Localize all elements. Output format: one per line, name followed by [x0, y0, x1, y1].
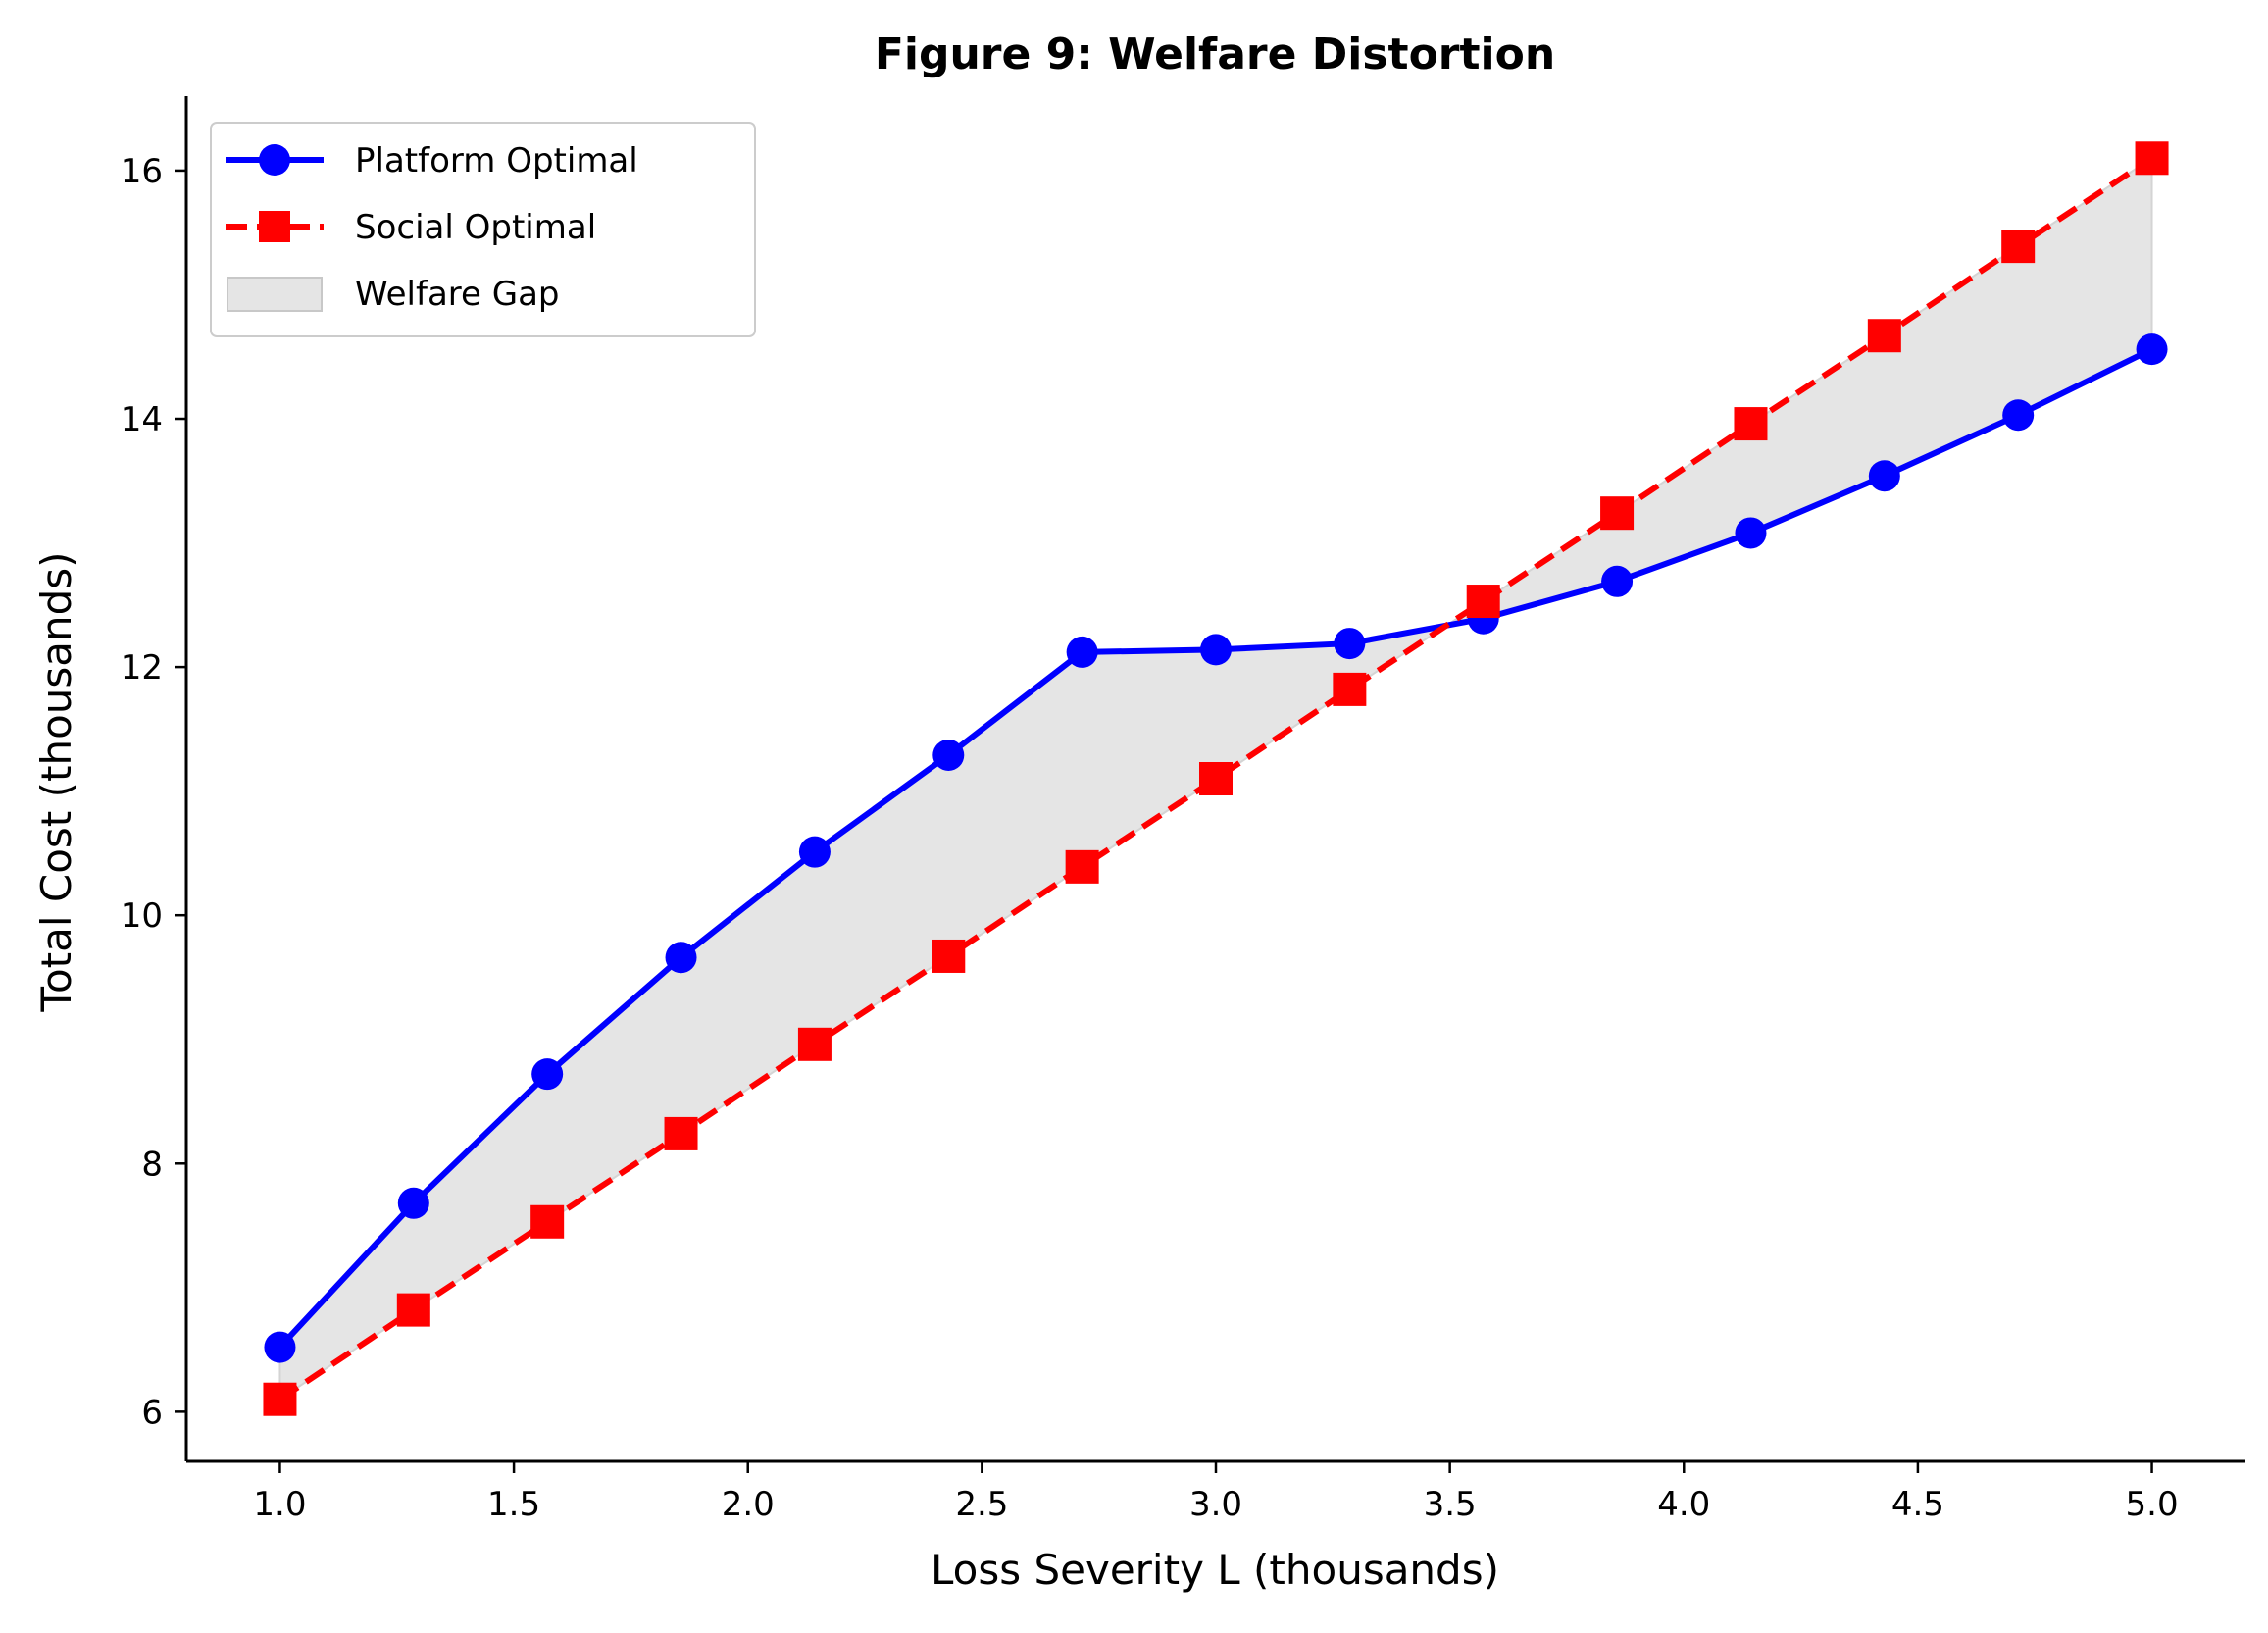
social-optimal-line: [277, 155, 2154, 1403]
x-tick-label: 4.0: [1657, 1485, 1710, 1524]
legend-label-gap: Welfare Gap: [355, 275, 560, 314]
y-tick-label: 16: [121, 152, 163, 191]
social-optimal-point: [664, 1116, 698, 1150]
social-optimal-point: [530, 1204, 565, 1239]
legend-marker-platform: [259, 144, 290, 176]
social-optimal-point: [1065, 849, 1099, 884]
legend-swatch-gap: [227, 277, 323, 312]
y-tick-label: 10: [121, 896, 163, 936]
x-tick-label: 5.0: [2126, 1485, 2179, 1524]
legend-marker-social: [259, 211, 290, 242]
x-tick-label: 4.5: [1891, 1485, 1944, 1524]
platform-optimal-point: [264, 1331, 296, 1363]
x-tick-label: 2.0: [722, 1485, 775, 1524]
platform-optimal-point: [2002, 399, 2035, 432]
x-axis-label: Loss Severity L (thousands): [931, 1546, 1499, 1594]
platform-optimal-point: [1868, 460, 1900, 492]
platform-optimal-point: [932, 739, 965, 771]
plot-area: [263, 141, 2169, 1416]
platform-optimal-point: [1601, 565, 1634, 597]
social-optimal-point: [1600, 496, 1635, 531]
x-tick-label: 1.5: [487, 1485, 540, 1524]
platform-optimal-point: [397, 1187, 429, 1219]
platform-optimal-point: [531, 1058, 564, 1091]
y-axis-label: Total Cost (thousands): [32, 551, 80, 1012]
platform-optimal-point: [1334, 628, 1366, 660]
platform-optimal-point: [2136, 333, 2168, 366]
platform-optimal-point: [798, 836, 831, 868]
y-tick-label: 12: [121, 648, 163, 688]
social-optimal-point: [1734, 407, 1768, 441]
x-tick-label: 3.5: [1424, 1485, 1477, 1524]
y-tick-label: 8: [141, 1145, 163, 1184]
y-tick-label: 6: [141, 1393, 163, 1432]
legend-label-platform: Platform Optimal: [355, 141, 638, 180]
legend: Platform Optimal Social Optimal Welfare …: [210, 122, 756, 337]
x-tick-label: 3.0: [1189, 1485, 1242, 1524]
legend-label-social: Social Optimal: [355, 208, 596, 247]
social-optimal-point: [1333, 672, 1367, 706]
social-optimal-point: [2135, 141, 2169, 176]
social-optimal-point: [396, 1293, 430, 1327]
social-optimal-point: [2001, 230, 2036, 264]
x-axis-ticks: 1.0 1.5 2.0 2.5 3.0 3.5 4.0 4.5 5.0: [253, 1461, 2179, 1524]
platform-optimal-point: [1735, 517, 1767, 549]
social-optimal-point: [1466, 585, 1500, 619]
chart-title: Figure 9: Welfare Distortion: [875, 29, 1555, 79]
social-optimal-point: [1867, 319, 1901, 353]
platform-optimal-point: [1066, 636, 1098, 668]
legend-frame: [210, 122, 756, 337]
social-optimal-point: [932, 939, 966, 973]
social-optimal-point: [1199, 762, 1233, 795]
x-tick-label: 2.5: [955, 1485, 1008, 1524]
social-optimal-point: [797, 1027, 832, 1061]
platform-optimal-point: [1200, 634, 1232, 666]
x-tick-label: 1.0: [253, 1485, 306, 1524]
platform-optimal-point: [665, 942, 697, 974]
y-tick-label: 14: [121, 400, 163, 439]
social-optimal-point: [263, 1382, 297, 1416]
y-axis-ticks: 6 8 10 12 14 16: [121, 152, 186, 1432]
